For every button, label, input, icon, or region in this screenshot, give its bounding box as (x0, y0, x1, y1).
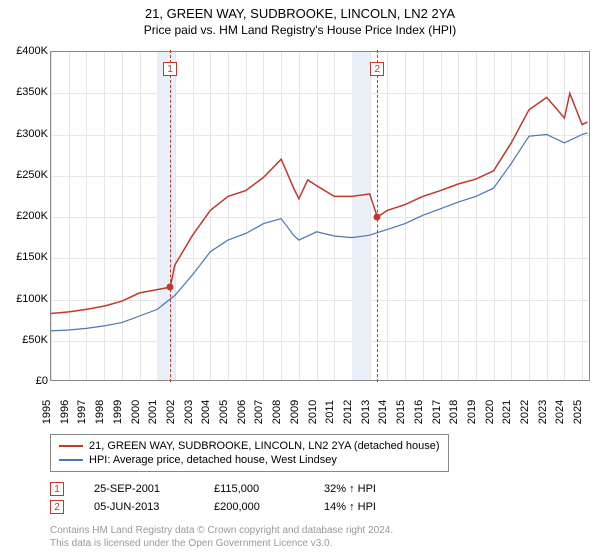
y-tick-label: £50K (0, 334, 48, 346)
legend-row-hpi: HPI: Average price, detached house, West… (59, 453, 440, 467)
sale-marker-box: 1 (163, 62, 177, 76)
x-tick-label: 2008 (271, 400, 289, 424)
x-tick-label: 1998 (94, 400, 112, 424)
y-tick-label: £0 (0, 375, 48, 387)
x-tick-label: 2014 (377, 400, 395, 424)
legend-swatch-hpi (59, 459, 83, 461)
chart-title: 21, GREEN WAY, SUDBROOKE, LINCOLN, LN2 2… (0, 0, 600, 21)
y-tick-label: £200K (0, 210, 48, 222)
x-tick-label: 1995 (41, 400, 59, 424)
x-tick-label: 2019 (466, 400, 484, 424)
y-tick-label: £250K (0, 169, 48, 181)
x-tick-label: 2018 (448, 400, 466, 424)
sales-table: 1 25-SEP-2001 £115,000 32% ↑ HPI 2 05-JU… (50, 480, 376, 516)
y-tick-label: £400K (0, 45, 48, 57)
sale-marker-dot (374, 214, 381, 221)
x-tick-label: 2000 (130, 400, 148, 424)
y-tick-label: £350K (0, 86, 48, 98)
sale-marker-2: 2 (50, 500, 64, 514)
licence-line-1: Contains HM Land Registry data © Crown c… (50, 524, 393, 537)
x-tick-label: 2011 (324, 400, 342, 424)
chart-container: 21, GREEN WAY, SUDBROOKE, LINCOLN, LN2 2… (0, 0, 600, 560)
x-axis-labels: 1995199619971998199920002001200220032004… (50, 391, 590, 421)
x-tick-label: 2006 (236, 400, 254, 424)
x-tick-label: 2025 (572, 400, 590, 424)
sale-date-2: 05-JUN-2013 (94, 501, 184, 513)
x-tick-label: 2004 (200, 400, 218, 424)
sale-price-2: £200,000 (214, 501, 294, 513)
sales-row-1: 1 25-SEP-2001 £115,000 32% ↑ HPI (50, 480, 376, 498)
licence-text: Contains HM Land Registry data © Crown c… (50, 524, 393, 550)
sale-price-1: £115,000 (214, 483, 294, 495)
x-tick-label: 2016 (413, 400, 431, 424)
line-series-layer (51, 52, 591, 382)
x-tick-label: 1999 (112, 400, 130, 424)
x-tick-label: 1996 (59, 400, 77, 424)
x-tick-label: 2012 (342, 400, 360, 424)
x-tick-label: 2015 (395, 400, 413, 424)
y-tick-label: £300K (0, 128, 48, 140)
legend-box: 21, GREEN WAY, SUDBROOKE, LINCOLN, LN2 2… (50, 434, 449, 472)
legend-label-hpi: HPI: Average price, detached house, West… (89, 454, 337, 466)
series-price_paid (51, 93, 588, 313)
y-tick-label: £100K (0, 293, 48, 305)
sale-date-1: 25-SEP-2001 (94, 483, 184, 495)
sale-marker-line (170, 50, 171, 382)
x-tick-label: 2002 (165, 400, 183, 424)
x-tick-label: 2013 (360, 400, 378, 424)
x-tick-label: 2007 (253, 400, 271, 424)
plot-region: 12 (50, 51, 590, 381)
x-tick-label: 2003 (183, 400, 201, 424)
sale-marker-dot (167, 284, 174, 291)
x-tick-label: 2010 (307, 400, 325, 424)
sale-delta-2: 14% ↑ HPI (324, 501, 376, 513)
x-tick-label: 1997 (76, 400, 94, 424)
x-tick-label: 2023 (537, 400, 555, 424)
x-tick-label: 2024 (554, 400, 572, 424)
sale-delta-1: 32% ↑ HPI (324, 483, 376, 495)
legend-row-price-paid: 21, GREEN WAY, SUDBROOKE, LINCOLN, LN2 2… (59, 439, 440, 453)
legend-swatch-price-paid (59, 445, 83, 447)
x-tick-label: 2020 (484, 400, 502, 424)
x-tick-label: 2001 (147, 400, 165, 424)
x-tick-label: 2017 (431, 400, 449, 424)
x-tick-label: 2021 (501, 400, 519, 424)
sales-row-2: 2 05-JUN-2013 £200,000 14% ↑ HPI (50, 498, 376, 516)
legend-label-price-paid: 21, GREEN WAY, SUDBROOKE, LINCOLN, LN2 2… (89, 440, 440, 452)
x-tick-label: 2009 (289, 400, 307, 424)
sale-marker-1: 1 (50, 482, 64, 496)
sale-marker-box: 2 (370, 62, 384, 76)
licence-line-2: This data is licensed under the Open Gov… (50, 537, 393, 550)
x-tick-label: 2005 (218, 400, 236, 424)
x-tick-label: 2022 (519, 400, 537, 424)
y-tick-label: £150K (0, 251, 48, 263)
chart-subtitle: Price paid vs. HM Land Registry's House … (0, 21, 600, 41)
series-hpi (51, 133, 588, 331)
chart-area: 12 1995199619971998199920002001200220032… (0, 41, 600, 421)
